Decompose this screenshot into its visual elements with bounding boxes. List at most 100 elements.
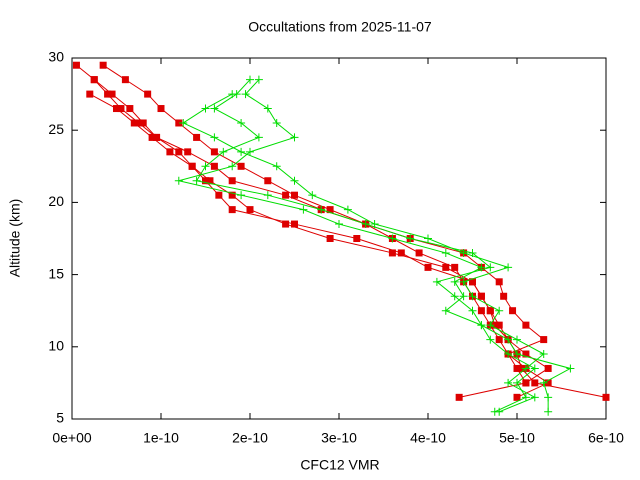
marker <box>509 307 517 315</box>
marker <box>215 191 223 199</box>
marker <box>139 119 147 127</box>
marker <box>486 263 495 272</box>
marker <box>263 191 272 200</box>
marker <box>504 378 513 387</box>
marker <box>486 335 495 344</box>
marker <box>72 61 80 69</box>
marker <box>504 335 513 344</box>
y-tick-label: 30 <box>48 49 64 65</box>
marker <box>308 191 317 200</box>
marker <box>495 407 504 416</box>
marker <box>513 335 521 344</box>
marker <box>540 336 548 344</box>
marker <box>317 205 326 214</box>
marker <box>228 90 237 99</box>
marker <box>90 76 98 84</box>
y-tick-label: 15 <box>48 265 64 281</box>
marker <box>144 90 152 98</box>
marker <box>175 148 183 156</box>
marker <box>539 350 548 359</box>
marker <box>353 235 361 242</box>
marker <box>370 220 379 229</box>
marker <box>602 393 610 401</box>
marker <box>210 133 219 142</box>
x-tick-label: 2e-10 <box>232 430 268 446</box>
marker <box>495 278 503 286</box>
marker <box>299 205 308 214</box>
marker <box>202 177 209 185</box>
marker <box>441 248 450 257</box>
marker <box>210 148 218 156</box>
marker <box>521 393 530 402</box>
y-tick-label: 10 <box>48 338 64 354</box>
marker <box>544 364 552 372</box>
marker <box>99 61 107 69</box>
marker <box>531 379 539 387</box>
marker <box>148 133 156 141</box>
marker <box>193 133 201 141</box>
marker <box>201 104 210 113</box>
marker <box>326 206 334 214</box>
profile-line <box>195 79 536 413</box>
x-tick-label: 4e-10 <box>410 430 446 446</box>
marker <box>228 177 236 185</box>
marker <box>477 263 486 272</box>
marker <box>459 248 468 257</box>
marker <box>86 90 94 98</box>
x-tick-label: 3e-10 <box>321 430 357 446</box>
y-tick-label: 5 <box>56 410 64 426</box>
marker <box>210 104 219 113</box>
marker <box>544 407 553 416</box>
marker <box>424 234 432 243</box>
marker <box>290 133 299 142</box>
x-axis-label: CFC12 VMR <box>300 457 379 473</box>
marker <box>237 191 246 200</box>
marker <box>450 277 459 286</box>
marker <box>343 205 352 214</box>
marker <box>468 292 477 301</box>
marker <box>455 393 463 401</box>
marker <box>432 277 441 286</box>
marker <box>192 176 201 185</box>
marker <box>388 249 396 257</box>
marker <box>228 206 236 214</box>
marker <box>522 321 530 329</box>
marker <box>397 249 405 257</box>
marker <box>184 148 192 156</box>
marker <box>361 220 370 229</box>
marker <box>291 191 298 199</box>
marker <box>272 162 281 171</box>
marker <box>126 105 134 113</box>
marker <box>290 176 299 185</box>
marker <box>530 364 539 373</box>
marker <box>513 364 521 372</box>
marker <box>335 220 343 229</box>
x-tick-label: 6e-10 <box>588 430 624 446</box>
marker <box>246 75 254 84</box>
marker <box>166 148 174 156</box>
profile-line <box>178 79 572 412</box>
marker <box>135 119 143 127</box>
marker <box>388 234 397 243</box>
marker <box>504 350 513 359</box>
x-tick-label: 1e-10 <box>143 430 179 446</box>
y-tick-label: 25 <box>48 121 64 137</box>
marker <box>117 105 125 113</box>
x-tick-label: 5e-10 <box>499 430 535 446</box>
marker <box>157 105 165 113</box>
marker <box>521 364 530 373</box>
marker <box>113 105 120 113</box>
marker <box>406 234 415 243</box>
marker <box>210 162 218 170</box>
marker <box>544 379 552 387</box>
marker <box>477 307 485 315</box>
marker <box>486 321 495 330</box>
marker <box>188 162 196 170</box>
marker <box>477 292 485 300</box>
marker <box>121 76 129 84</box>
marker <box>441 306 450 315</box>
marker <box>206 177 214 185</box>
marker <box>263 104 272 113</box>
marker <box>513 350 521 359</box>
